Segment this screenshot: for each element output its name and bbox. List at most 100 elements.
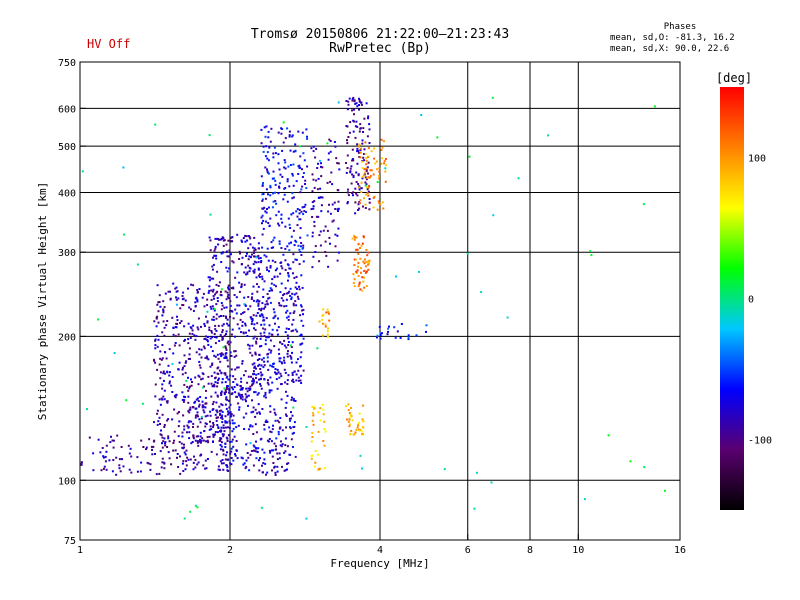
data-point (266, 157, 269, 160)
data-point (232, 317, 235, 320)
data-point (221, 337, 224, 340)
data-point (229, 374, 232, 377)
data-point (356, 426, 359, 429)
data-point (304, 203, 307, 206)
data-point (214, 245, 217, 248)
phases-title: Phases (663, 22, 697, 32)
data-point (216, 424, 219, 426)
data-point (294, 149, 297, 152)
data-point (355, 270, 358, 273)
data-point (272, 362, 275, 365)
data-point (367, 155, 370, 158)
data-point (212, 422, 215, 424)
data-point (643, 466, 646, 469)
data-point (230, 240, 233, 243)
data-point (288, 134, 291, 137)
data-point (198, 403, 201, 406)
data-point (279, 272, 282, 275)
data-point (221, 414, 224, 417)
data-point (220, 409, 223, 412)
data-point (251, 425, 254, 428)
data-point (286, 445, 289, 448)
data-point (252, 252, 255, 254)
data-point (380, 148, 383, 151)
data-point (475, 471, 478, 474)
data-point (156, 412, 159, 415)
data-point (263, 378, 266, 381)
data-point (252, 464, 255, 467)
data-point (292, 406, 295, 409)
data-point (302, 172, 305, 174)
data-point (161, 331, 164, 334)
data-point (253, 445, 256, 448)
data-point (325, 311, 328, 314)
data-point (202, 439, 205, 442)
data-point (277, 371, 280, 374)
data-point (254, 248, 257, 251)
data-point (360, 181, 363, 184)
data-point (254, 328, 257, 331)
data-point (295, 292, 298, 295)
data-point (276, 267, 279, 270)
data-point (280, 261, 283, 264)
data-point (158, 301, 161, 303)
data-point (236, 271, 239, 274)
data-point (192, 309, 195, 312)
data-point (329, 212, 332, 215)
data-point (285, 413, 287, 416)
data-point (160, 466, 163, 469)
data-point (278, 376, 281, 379)
data-point (179, 322, 182, 324)
data-point (357, 274, 360, 277)
data-point (213, 383, 216, 386)
data-point (183, 365, 186, 368)
data-point (178, 441, 181, 443)
data-point (353, 120, 355, 123)
data-point (270, 449, 273, 452)
data-point (259, 314, 261, 317)
data-point (480, 291, 483, 294)
data-point (207, 375, 210, 378)
data-point (300, 304, 302, 307)
data-point (295, 361, 298, 364)
data-point (363, 148, 366, 151)
data-point (205, 355, 208, 358)
data-point (177, 333, 180, 336)
data-point (201, 377, 204, 380)
data-point (368, 128, 371, 131)
data-point (364, 181, 367, 184)
data-point (267, 159, 270, 162)
data-point (275, 437, 278, 440)
data-point (261, 214, 264, 217)
data-point (205, 467, 208, 470)
data-point (327, 158, 330, 161)
data-point (280, 265, 283, 268)
data-point (232, 381, 235, 383)
data-point (326, 330, 329, 333)
data-point (366, 135, 369, 138)
data-point (336, 208, 339, 211)
data-point (220, 294, 223, 297)
data-point (192, 461, 195, 464)
data-point (188, 431, 191, 434)
data-point (278, 242, 281, 245)
data-point (214, 381, 217, 384)
data-point (353, 113, 355, 116)
data-point (324, 430, 327, 433)
data-point (183, 517, 186, 520)
data-point (213, 333, 216, 335)
data-point (292, 381, 295, 383)
data-point (215, 303, 218, 306)
data-point (396, 330, 399, 333)
data-point (266, 356, 269, 359)
data-point (276, 470, 279, 473)
data-point (274, 413, 277, 416)
data-point (278, 457, 281, 460)
data-point (268, 172, 270, 175)
data-point (273, 442, 276, 445)
data-point (300, 188, 303, 191)
data-point (122, 465, 125, 468)
data-point (268, 290, 271, 292)
data-point (361, 426, 364, 429)
data-point (228, 420, 231, 423)
